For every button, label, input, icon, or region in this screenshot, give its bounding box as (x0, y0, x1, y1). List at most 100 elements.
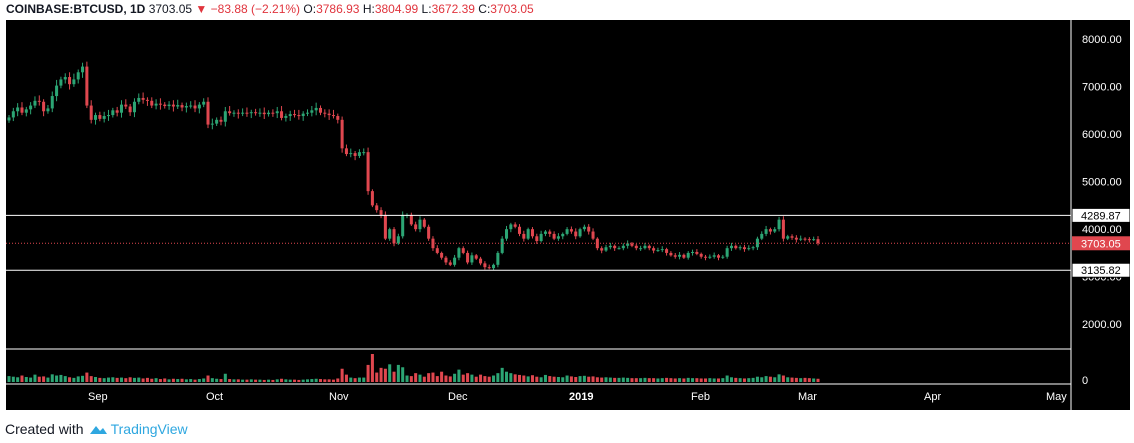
volume-bar (42, 376, 46, 382)
candle-body (444, 257, 448, 263)
candle-body (803, 238, 807, 240)
volume-bar (401, 367, 405, 382)
volume-bar (790, 377, 794, 382)
volume-bar (466, 373, 470, 382)
volume-bar (383, 368, 387, 382)
price-tick-label: 8000.00 (1082, 34, 1122, 46)
candle-body (215, 119, 219, 124)
volume-bar (94, 376, 98, 382)
volume-bar (267, 379, 271, 382)
close-label: C: (478, 2, 491, 16)
candle-body (712, 255, 716, 257)
candle-body (180, 105, 184, 108)
volume-bar (55, 375, 59, 382)
candle-body (530, 229, 534, 237)
candle-body (764, 229, 768, 234)
volume-bar (89, 376, 93, 382)
volume-bar (803, 377, 807, 382)
candle-body (280, 111, 284, 118)
candle-body (288, 114, 292, 117)
volume-bar (85, 372, 89, 382)
volume-bar (530, 375, 534, 382)
volume-bar (556, 376, 560, 382)
candle-body (370, 191, 374, 206)
volume-bar (258, 379, 262, 382)
candle-body (617, 248, 621, 250)
level-label: 4289.87 (1081, 210, 1121, 222)
volume-bar (189, 379, 193, 382)
volume-bar (509, 373, 513, 382)
tradingview-link[interactable]: TradingView (110, 421, 188, 437)
volume-bar (704, 378, 708, 382)
time-tick-label: Dec (448, 391, 468, 403)
candle-body (349, 153, 353, 155)
candle-body (656, 250, 660, 252)
candle-body (543, 231, 547, 234)
volume-bar (716, 378, 721, 382)
high-label: H: (362, 2, 375, 16)
candle-body (812, 239, 816, 241)
level-label-box (1071, 207, 1130, 223)
candle-body (409, 214, 413, 225)
candle-body (816, 239, 820, 244)
volume-bar (141, 378, 145, 382)
volume-bar (565, 375, 569, 382)
candle-body (388, 229, 392, 239)
price-chart-svg[interactable]: 2000.003000.004000.005000.006000.007000.… (6, 20, 1130, 410)
candle-body (318, 107, 323, 113)
symbol-header: COINBASE:BTCUSD, 1D 3703.05 ▼ −83.88 (−2… (6, 2, 534, 18)
volume-bar (392, 371, 396, 382)
volume-bar (725, 375, 729, 382)
volume-bar (223, 373, 227, 382)
volume-bar (483, 376, 487, 382)
volume-bar (617, 377, 621, 382)
volume-bar (712, 378, 716, 382)
volume-bar (310, 379, 314, 382)
volume-bar (799, 378, 803, 382)
candle-body (734, 245, 738, 249)
volume-bar (37, 376, 41, 382)
candle-body (171, 104, 175, 107)
volume-bar (639, 378, 643, 382)
price-tick-label: 2000.00 (1082, 319, 1122, 331)
candle-body (81, 66, 85, 73)
volume-bar (102, 378, 106, 382)
volume-bar (535, 376, 539, 382)
candle-body (68, 77, 72, 85)
volume-bar (517, 374, 522, 382)
time-tick-label: Oct (206, 391, 223, 403)
chart-area[interactable]: 2000.003000.004000.005000.006000.007000.… (6, 20, 1130, 410)
volume-bar (652, 378, 656, 382)
volume-bar (409, 376, 413, 382)
candle-body (267, 112, 271, 115)
candle-body (613, 245, 617, 249)
volume-bar (600, 377, 604, 382)
candle-body (578, 229, 582, 237)
volume-bar (284, 379, 288, 382)
last-price: 3703.05 (148, 2, 193, 16)
volume-bar (768, 376, 772, 382)
candle-body (422, 219, 426, 227)
symbol-label[interactable]: COINBASE:BTCUSD, 1D (6, 2, 146, 16)
level-label-box (1071, 262, 1130, 278)
volume-bar (621, 377, 625, 382)
candle-body (738, 247, 742, 249)
volume-bar (111, 377, 115, 382)
volume-bar (323, 379, 327, 382)
volume-bar (115, 377, 119, 382)
volume-bar (353, 378, 357, 382)
candle-body (392, 229, 396, 244)
candle-body (790, 236, 794, 238)
time-tick-label: May (1046, 391, 1067, 403)
volume-bar (626, 377, 630, 382)
candle-body (128, 106, 132, 113)
volume-bar (68, 377, 72, 382)
candle-body (89, 105, 93, 120)
volume-bar (98, 377, 102, 382)
candle-body (474, 255, 478, 259)
candle-body (807, 239, 811, 241)
candle-body (708, 256, 712, 258)
tradingview-cloud-icon (89, 426, 107, 434)
volume-bar (777, 374, 781, 382)
candle-body (323, 112, 327, 114)
